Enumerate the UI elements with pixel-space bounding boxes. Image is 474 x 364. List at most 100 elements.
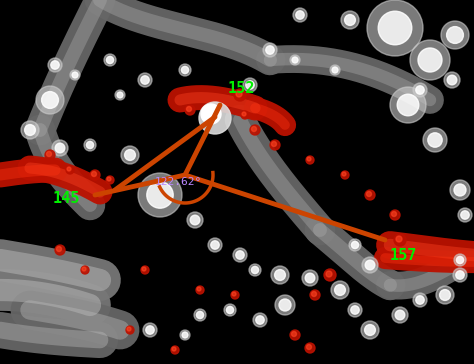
Circle shape [146,326,154,334]
Circle shape [441,21,469,49]
Circle shape [141,76,149,84]
Circle shape [208,238,222,252]
Circle shape [274,270,285,280]
Circle shape [46,151,52,157]
Circle shape [306,156,314,164]
Circle shape [410,40,450,80]
Circle shape [310,290,320,300]
Circle shape [263,43,277,57]
Circle shape [117,92,123,98]
Circle shape [42,92,58,108]
Circle shape [201,104,221,124]
Circle shape [106,56,114,64]
Circle shape [196,286,204,294]
Circle shape [418,48,442,72]
Circle shape [447,27,464,43]
Circle shape [142,267,146,271]
Circle shape [51,61,59,69]
Circle shape [242,112,246,116]
Circle shape [56,246,62,252]
Circle shape [326,271,332,277]
Circle shape [362,257,378,273]
Circle shape [342,172,346,176]
Circle shape [81,266,89,274]
Circle shape [186,107,191,111]
Circle shape [256,316,264,324]
Circle shape [143,323,157,337]
Circle shape [461,211,469,219]
Circle shape [396,236,402,242]
Circle shape [241,111,249,119]
Circle shape [127,327,131,331]
Circle shape [271,266,289,284]
Circle shape [349,239,361,251]
Circle shape [21,121,39,139]
Circle shape [249,264,261,276]
Circle shape [138,173,182,217]
Circle shape [84,139,96,151]
Circle shape [331,281,349,299]
Circle shape [348,303,362,317]
Circle shape [290,330,300,340]
Circle shape [180,330,190,340]
Circle shape [232,292,236,296]
Circle shape [231,291,239,299]
Circle shape [147,182,173,208]
Circle shape [55,143,65,153]
Circle shape [366,191,372,197]
Circle shape [266,46,274,54]
Circle shape [179,64,191,76]
Circle shape [439,290,450,300]
Text: 122.62°: 122.62° [155,177,202,187]
Circle shape [48,58,62,72]
Circle shape [453,268,467,282]
Circle shape [91,171,97,177]
Circle shape [305,273,315,283]
Circle shape [107,177,111,181]
Circle shape [307,344,311,349]
Circle shape [252,127,256,131]
Circle shape [171,346,179,354]
Circle shape [293,8,307,22]
Circle shape [104,54,116,66]
Circle shape [272,142,276,146]
Circle shape [187,212,203,228]
Circle shape [456,256,464,264]
Circle shape [275,295,295,315]
Circle shape [341,11,359,29]
Circle shape [197,287,201,291]
Circle shape [106,176,114,184]
Circle shape [367,0,423,56]
Circle shape [302,270,318,286]
Circle shape [279,299,291,311]
Text: 145: 145 [53,191,81,206]
Circle shape [194,309,206,321]
Circle shape [324,269,336,281]
Circle shape [182,66,189,74]
Circle shape [416,86,424,94]
Circle shape [253,313,267,327]
Circle shape [307,157,311,161]
Circle shape [413,83,427,97]
Circle shape [394,234,406,246]
Circle shape [361,321,379,339]
Circle shape [330,65,340,75]
Circle shape [305,343,315,353]
Text: 157: 157 [390,248,418,263]
Circle shape [397,94,419,116]
Circle shape [416,296,424,304]
Circle shape [233,248,247,262]
Circle shape [90,170,100,180]
Circle shape [390,210,400,220]
Circle shape [365,325,375,335]
Text: 152: 152 [228,81,255,96]
Circle shape [211,241,219,249]
Circle shape [36,86,64,114]
Circle shape [70,70,80,80]
Circle shape [52,140,68,156]
Circle shape [345,15,356,25]
Circle shape [444,72,460,88]
Circle shape [395,310,405,320]
Circle shape [182,332,188,338]
Circle shape [227,306,234,314]
